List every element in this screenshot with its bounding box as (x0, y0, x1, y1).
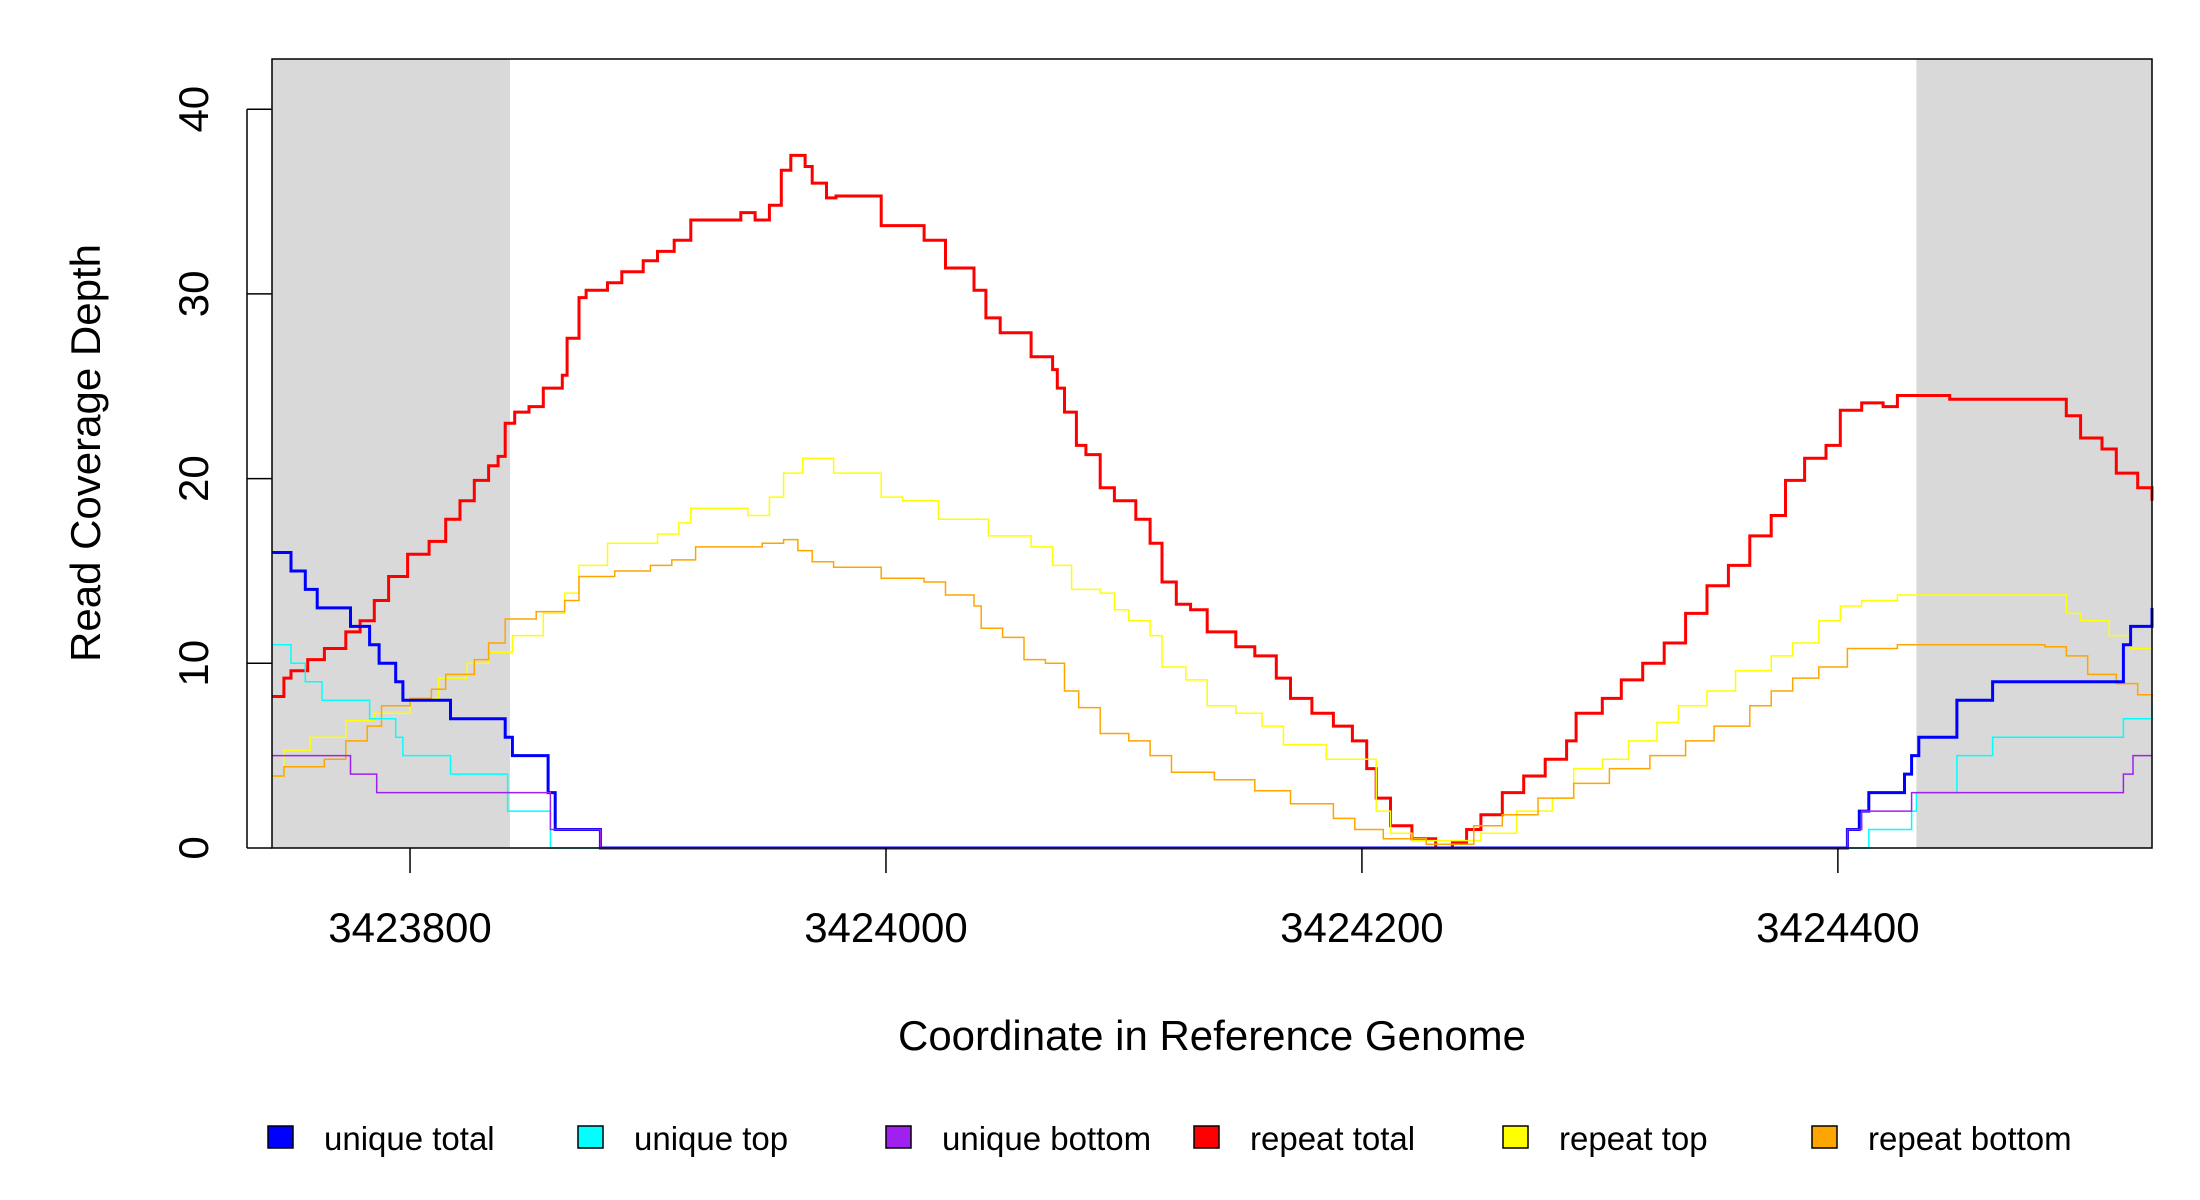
legend-swatch (885, 1125, 912, 1149)
legend-swatch (1811, 1125, 1838, 1149)
plot-frame (271, 58, 2153, 849)
x-tick-label: 3424000 (804, 904, 968, 951)
x-axis-title: Coordinate in Reference Genome (898, 1012, 1526, 1059)
y-tick-label: 10 (170, 640, 217, 687)
legend-item: unique top (577, 1120, 788, 1157)
legend-label: repeat bottom (1868, 1120, 2072, 1157)
legend-swatch (577, 1125, 604, 1149)
series-repeat-total (272, 153, 2154, 850)
y-axis-title: Read Coverage Depth (62, 244, 109, 662)
legend-label: unique top (634, 1120, 788, 1157)
series-unique-bottom (272, 754, 2152, 849)
legend-item: unique total (267, 1120, 495, 1157)
series-repeat-top (272, 457, 2152, 842)
y-tick-label: 40 (170, 86, 217, 133)
legend-swatch (267, 1125, 294, 1149)
legend-label: repeat top (1559, 1120, 1708, 1157)
y-tick-label: 0 (170, 836, 217, 859)
x-tick-label: 3424400 (1756, 904, 1920, 951)
legend-item: repeat total (1193, 1120, 1415, 1157)
series-unique-total (272, 551, 2154, 850)
y-axis: 0 10 20 30 40 (170, 86, 272, 860)
legend-label: unique bottom (942, 1120, 1151, 1157)
legend-label: repeat total (1250, 1120, 1415, 1157)
y-tick-label: 20 (170, 455, 217, 502)
x-tick-label: 3423800 (328, 904, 492, 951)
legend-swatch (1193, 1125, 1220, 1149)
series-lines (272, 153, 2154, 850)
legend-item: repeat top (1502, 1120, 1708, 1157)
legend-swatch (1502, 1125, 1529, 1149)
series-repeat-bottom (272, 538, 2153, 846)
legend: unique total unique top unique bottom repea… (267, 1120, 2072, 1157)
x-tick-label: 3424200 (1280, 904, 1444, 951)
shaded-regions (272, 59, 2152, 848)
legend-item: repeat bottom (1811, 1120, 2072, 1157)
y-tick-label: 30 (170, 271, 217, 318)
legend-label: unique total (324, 1120, 495, 1157)
shaded-region (272, 59, 510, 848)
legend-item: unique bottom (885, 1120, 1151, 1157)
x-axis: 3423800 3424000 3424200 3424400 (328, 848, 1920, 951)
series-unique-top (272, 644, 2153, 849)
